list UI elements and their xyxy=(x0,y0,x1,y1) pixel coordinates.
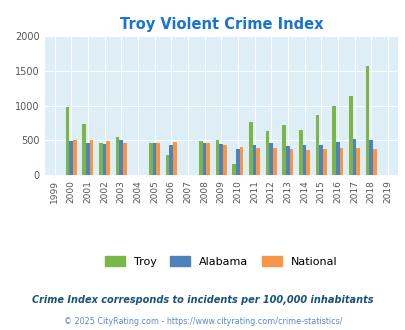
Bar xyxy=(256,148,260,175)
Bar xyxy=(99,143,102,175)
Bar xyxy=(356,148,359,175)
Bar xyxy=(219,144,223,175)
Bar xyxy=(149,143,152,175)
Bar xyxy=(352,139,356,175)
Title: Troy Violent Crime Index: Troy Violent Crime Index xyxy=(119,17,322,32)
Bar xyxy=(169,146,173,175)
Bar xyxy=(66,107,69,175)
Bar xyxy=(123,143,126,175)
Bar xyxy=(319,145,322,175)
Bar xyxy=(365,66,369,175)
Bar xyxy=(206,143,210,175)
Bar xyxy=(86,143,90,175)
Bar xyxy=(173,142,176,175)
Text: Crime Index corresponds to incidents per 100,000 inhabitants: Crime Index corresponds to incidents per… xyxy=(32,295,373,305)
Bar xyxy=(223,145,226,175)
Bar xyxy=(306,149,309,175)
Bar xyxy=(236,149,239,175)
Bar xyxy=(152,143,156,175)
Bar xyxy=(273,148,276,175)
Bar xyxy=(302,145,306,175)
Bar xyxy=(202,143,206,175)
Bar xyxy=(156,143,160,175)
Bar xyxy=(265,131,269,175)
Bar xyxy=(332,106,335,175)
Bar xyxy=(269,143,273,175)
Bar xyxy=(286,146,289,175)
Bar xyxy=(115,138,119,175)
Bar xyxy=(282,125,286,175)
Bar xyxy=(239,147,243,175)
Bar xyxy=(298,130,302,175)
Bar xyxy=(90,140,93,175)
Bar xyxy=(106,141,110,175)
Bar xyxy=(289,149,293,175)
Bar xyxy=(335,142,339,175)
Bar xyxy=(372,149,376,175)
Bar xyxy=(322,149,326,175)
Bar xyxy=(73,140,77,175)
Bar xyxy=(348,96,352,175)
Bar xyxy=(249,121,252,175)
Bar xyxy=(82,124,86,175)
Bar xyxy=(252,145,256,175)
Text: © 2025 CityRating.com - https://www.cityrating.com/crime-statistics/: © 2025 CityRating.com - https://www.city… xyxy=(64,317,341,326)
Bar xyxy=(339,148,343,175)
Bar xyxy=(215,140,219,175)
Bar xyxy=(165,155,169,175)
Legend: Troy, Alabama, National: Troy, Alabama, National xyxy=(102,252,340,270)
Bar xyxy=(69,141,73,175)
Bar xyxy=(232,164,236,175)
Bar xyxy=(102,145,106,175)
Bar xyxy=(119,140,123,175)
Bar xyxy=(315,115,319,175)
Bar xyxy=(198,141,202,175)
Bar xyxy=(369,140,372,175)
